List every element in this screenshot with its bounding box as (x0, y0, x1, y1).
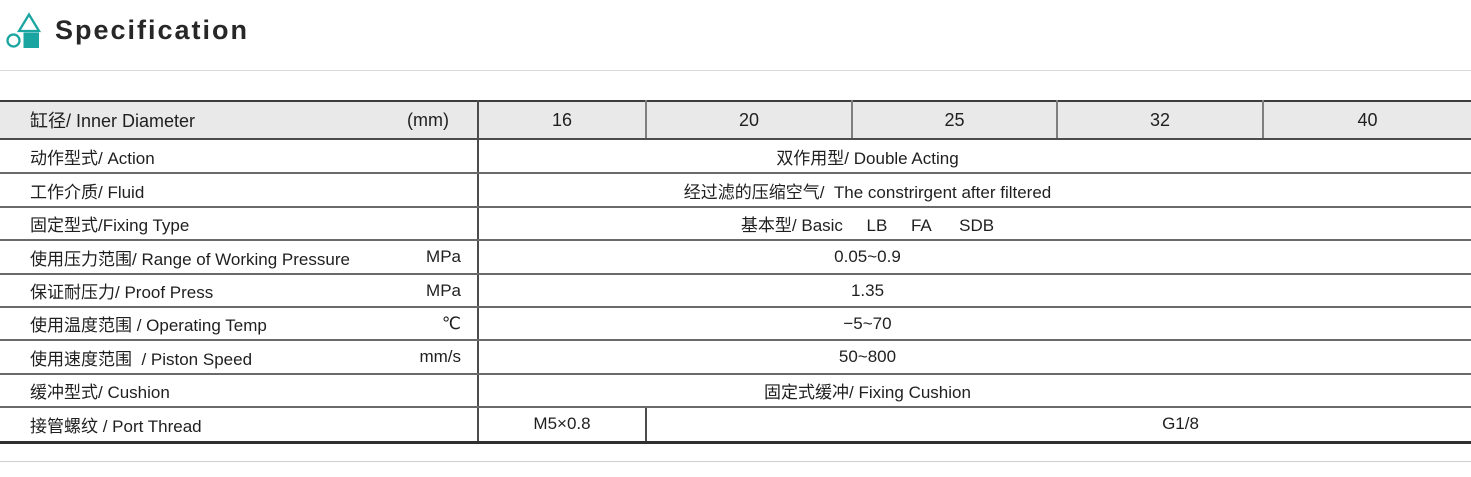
table-row-cushion: 缓冲型式/ Cushion 固定式缓冲/ Fixing Cushion (0, 374, 1471, 408)
specification-table: 缸径/ Inner Diameter (mm) 16 20 25 32 40 动… (0, 100, 1471, 444)
row-value: 经过滤的压缩空气/ The constrirgent after filtere… (478, 173, 1471, 208)
row-value: 0.05~0.9 (478, 240, 1471, 275)
table-row-proof-press: 保证耐压力/ Proof Press MPa 1.35 (0, 274, 1471, 308)
diameter-col-25: 25 (852, 101, 1058, 140)
table-row-piston-speed: 使用速度范围 / Piston Speed mm/s 50~800 (0, 340, 1471, 375)
row-value: 基本型/ Basic LB FA SDB (478, 207, 1471, 241)
row-label-cell: 使用压力范围/ Range of Working Pressure MPa (0, 240, 479, 275)
row-label: 使用速度范围 / Piston Speed (30, 349, 253, 369)
title-divider (0, 70, 1471, 71)
row-value: 双作用型/ Double Acting (478, 139, 1471, 174)
row-label: 接管螺纹 / Port Thread (30, 416, 202, 436)
row-label-cell: 使用温度范围 / Operating Temp ℃ (0, 307, 479, 341)
table-row-fixing-type: 固定型式/Fixing Type 基本型/ Basic LB FA SDB (0, 207, 1471, 241)
row-label-cell: 接管螺纹 / Port Thread (0, 407, 479, 443)
header-label: 缸径/ Inner Diameter (30, 111, 196, 131)
row-label: 动作型式/ Action (30, 148, 155, 168)
row-unit: ℃ (441, 313, 461, 333)
row-label-cell: 缓冲型式/ Cushion (0, 374, 479, 408)
row-value: 固定式缓冲/ Fixing Cushion (478, 374, 1471, 408)
row-value: 1.35 (478, 274, 1471, 308)
table-row-port-thread: 接管螺纹 / Port Thread M5×0.8 G1/8 (0, 407, 1471, 443)
row-value: −5~70 (478, 307, 1471, 341)
header-label-cell: 缸径/ Inner Diameter (mm) (0, 101, 479, 140)
row-label-cell: 工作介质/ Fluid (0, 173, 479, 208)
table-row-action: 动作型式/ Action 双作用型/ Double Acting (0, 139, 1471, 174)
row-label: 工作介质/ Fluid (30, 182, 145, 202)
diameter-col-32: 32 (1057, 101, 1264, 140)
row-label: 缓冲型式/ Cushion (30, 383, 170, 402)
row-label-cell: 使用速度范围 / Piston Speed mm/s (0, 340, 479, 375)
row-label: 固定型式/Fixing Type (30, 216, 190, 235)
header-unit: (mm) (407, 109, 449, 130)
row-label-cell: 固定型式/Fixing Type (0, 207, 479, 241)
row-label-cell: 保证耐压力/ Proof Press MPa (0, 274, 479, 308)
row-unit: MPa (426, 280, 461, 300)
row-label: 保证耐压力/ Proof Press (30, 283, 214, 302)
row-value: 50~800 (478, 340, 1471, 375)
table-row-operating-temp: 使用温度范围 / Operating Temp ℃ −5~70 (0, 307, 1471, 341)
row-unit: MPa (426, 247, 461, 266)
bottom-divider (0, 461, 1471, 462)
row-label-cell: 动作型式/ Action (0, 139, 479, 174)
row-label: 使用温度范围 / Operating Temp (30, 316, 267, 335)
diameter-col-16: 16 (478, 101, 647, 140)
row-unit: mm/s (419, 347, 461, 366)
row-label: 使用压力范围/ Range of Working Pressure (30, 249, 350, 269)
diameter-col-20: 20 (646, 101, 853, 140)
table-row-fluid: 工作介质/ Fluid 经过滤的压缩空气/ The constrirgent a… (0, 173, 1471, 208)
port-thread-g-value: G1/8 (646, 407, 1471, 443)
section-header: Specification (6, 12, 249, 49)
table-header-row: 缸径/ Inner Diameter (mm) 16 20 25 32 40 (0, 101, 1471, 140)
port-thread-m5-value: M5×0.8 (478, 407, 647, 443)
triangle-circle-square-icon (6, 12, 42, 48)
page-title: Specification (55, 15, 250, 45)
diameter-col-40: 40 (1263, 101, 1471, 140)
table-row-working-pressure: 使用压力范围/ Range of Working Pressure MPa 0.… (0, 240, 1471, 275)
